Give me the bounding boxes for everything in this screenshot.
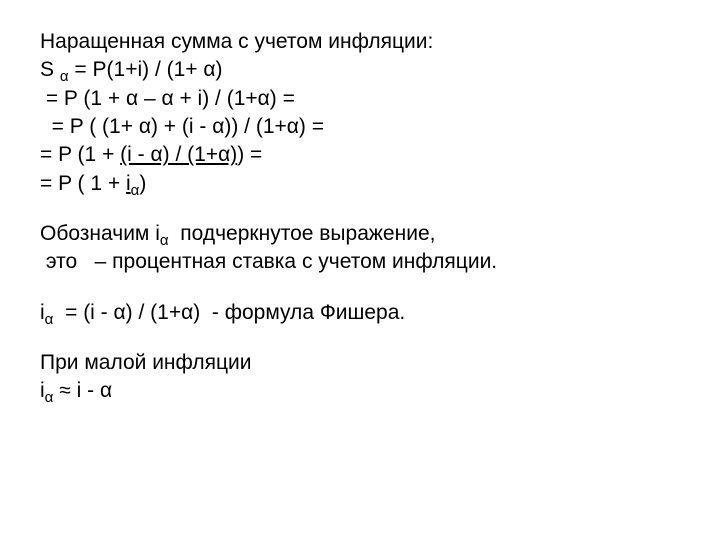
fisher-formula-block: iα = (i - α) / (1+α) - формула Фишера. bbox=[40, 299, 680, 327]
text: ≈ i - α bbox=[53, 379, 112, 402]
derivation-block: Наращенная сумма с учетом инфляции: S α … bbox=[40, 28, 680, 198]
text: = (i - α) / (1+α) - формула Фишера. bbox=[53, 301, 405, 324]
text-line: Обозначим iα подчеркнутое выражение, bbox=[40, 220, 680, 248]
underlined-text: iα bbox=[126, 172, 139, 195]
subscript: α bbox=[160, 232, 169, 249]
formula-line: = P ( 1 + iα) bbox=[40, 170, 680, 198]
text: При малой инфляции bbox=[40, 351, 251, 374]
text-line: При малой инфляции bbox=[40, 349, 680, 377]
approximation-block: При малой инфляции iα ≈ i - α bbox=[40, 349, 680, 406]
text-line: Наращенная сумма с учетом инфляции: bbox=[40, 28, 680, 56]
text: ) = bbox=[237, 143, 262, 166]
text: Обозначим i bbox=[40, 222, 160, 245]
text: = P ( (1+ α) + (i - α)) / (1+α) = bbox=[40, 115, 324, 138]
text: = P (1 + bbox=[40, 143, 120, 166]
text: = P ( 1 + bbox=[40, 172, 126, 195]
formula-line: = P (1 + α – α + i) / (1+α) = bbox=[40, 85, 680, 113]
formula-line: iα ≈ i - α bbox=[40, 377, 680, 405]
text-line: это – процентная ставка с учетом инфляци… bbox=[40, 248, 680, 276]
formula-line: S α = P(1+i) / (1+ α) bbox=[40, 56, 680, 84]
text: Наращенная сумма с учетом инфляции: bbox=[40, 30, 433, 53]
underlined-text: (i - α) / (1+α) bbox=[120, 143, 237, 166]
text: = P(1+i) / (1+ α) bbox=[69, 58, 223, 81]
text: = P (1 + α – α + i) / (1+α) = bbox=[40, 87, 295, 110]
document-page: Наращенная сумма с учетом инфляции: S α … bbox=[0, 0, 720, 448]
formula-line: = P (1 + (i - α) / (1+α)) = bbox=[40, 141, 680, 169]
text: это – процентная ставка с учетом инфляци… bbox=[40, 250, 497, 273]
definition-block: Обозначим iα подчеркнутое выражение, это… bbox=[40, 220, 680, 277]
text: ) bbox=[139, 172, 146, 195]
text: подчеркнутое выражение, bbox=[169, 222, 436, 245]
formula-line: iα = (i - α) / (1+α) - формула Фишера. bbox=[40, 299, 680, 327]
formula-line: = P ( (1+ α) + (i - α)) / (1+α) = bbox=[40, 113, 680, 141]
subscript: α bbox=[60, 69, 69, 86]
text: S bbox=[40, 58, 60, 81]
